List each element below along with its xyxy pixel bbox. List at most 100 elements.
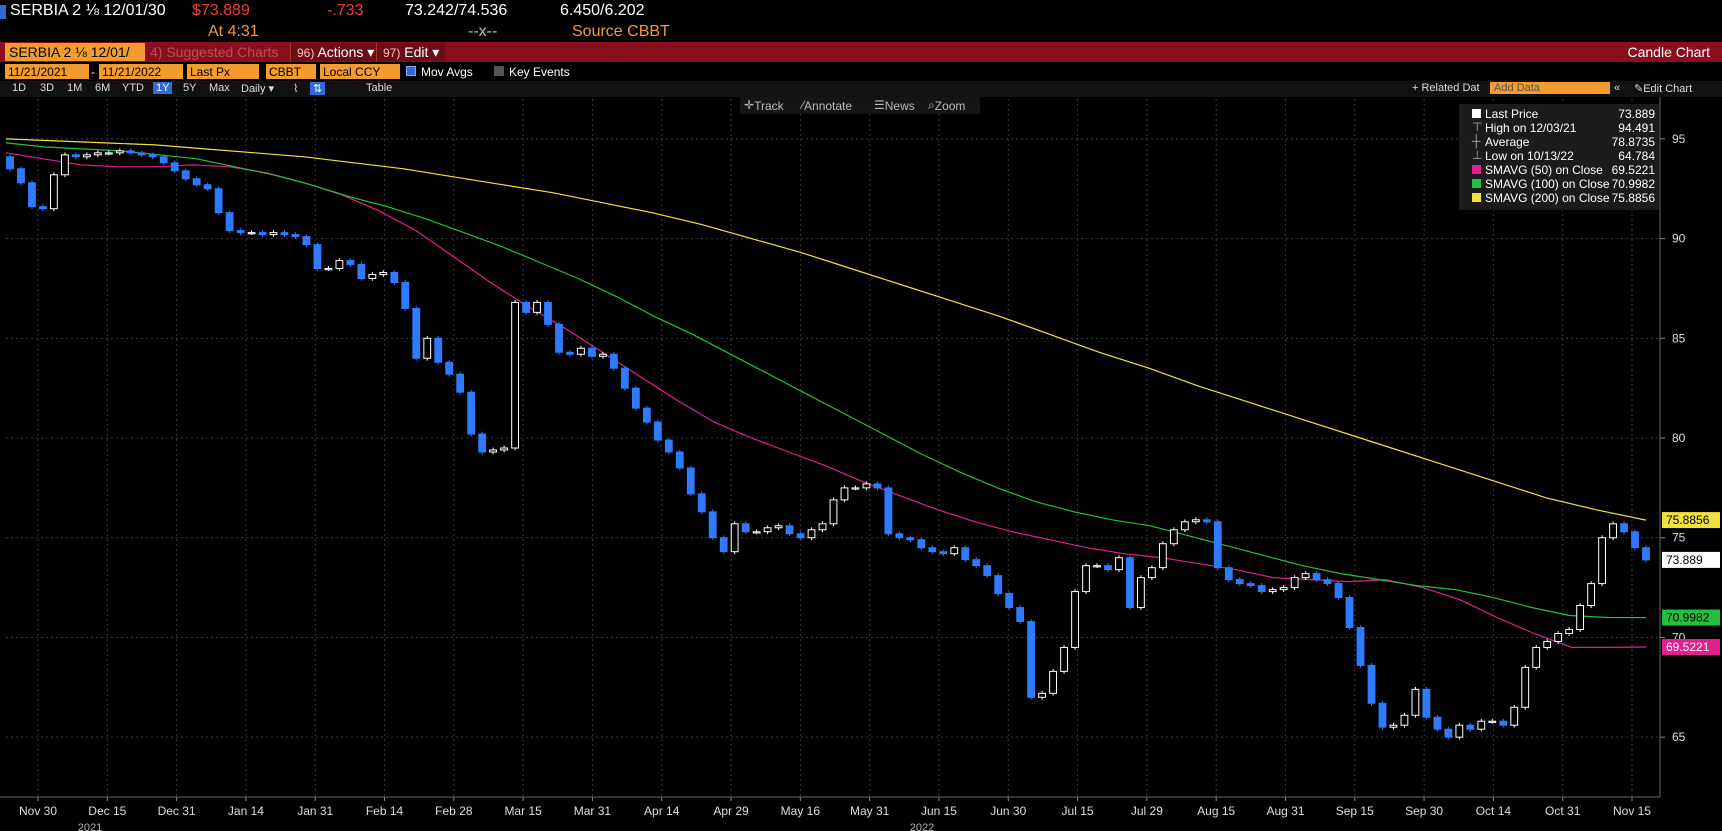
edit-menu[interactable]: 97) Edit ▾ bbox=[376, 43, 446, 61]
ticker-input[interactable]: SERBIA 2 ⅛ 12/01/ bbox=[5, 43, 145, 61]
candle bbox=[1455, 722, 1464, 740]
legend-last-price[interactable]: Last Price 73.889 bbox=[1459, 107, 1659, 121]
legend-sma200[interactable]: SMAVG (200) on Close 75.8856 bbox=[1459, 191, 1659, 205]
candle-body bbox=[1038, 692, 1047, 698]
high-marker-icon: ⊤ bbox=[1472, 120, 1483, 134]
period-ytd[interactable]: YTD bbox=[122, 82, 144, 94]
candle-body bbox=[1290, 577, 1299, 589]
annotate-label: Annotate bbox=[804, 99, 853, 113]
candle-body bbox=[818, 523, 827, 531]
candle bbox=[884, 485, 893, 537]
annotate-button[interactable]: ∕ Annotate bbox=[802, 98, 853, 113]
candle-body bbox=[1180, 521, 1189, 531]
zoom-label: Zoom bbox=[934, 99, 966, 113]
candle bbox=[741, 521, 750, 535]
candle bbox=[653, 419, 662, 443]
candle-body bbox=[1158, 543, 1167, 569]
candle-body bbox=[1246, 583, 1255, 587]
candle bbox=[401, 280, 410, 311]
candle bbox=[917, 537, 926, 551]
candle bbox=[686, 465, 695, 497]
candle-body bbox=[324, 268, 333, 271]
x-tick-label: Feb 14 bbox=[366, 804, 404, 818]
field-select[interactable]: Last Px bbox=[187, 64, 259, 79]
period-1d[interactable]: 1D bbox=[12, 82, 27, 94]
security-ticker: SERBIA 2 ⅛ 12/01/30 bbox=[10, 2, 166, 19]
period-3d[interactable]: 3D bbox=[40, 82, 55, 94]
candle bbox=[1016, 605, 1025, 624]
candle bbox=[1257, 583, 1266, 594]
mov-avgs-label[interactable]: Mov Avgs bbox=[421, 65, 473, 79]
candle-body bbox=[1060, 646, 1068, 672]
key-events-checkbox[interactable] bbox=[494, 66, 504, 76]
candle-body bbox=[511, 301, 519, 449]
period-1y[interactable]: 1Y bbox=[153, 82, 173, 94]
currency-select[interactable]: Local CCY bbox=[320, 64, 400, 79]
candle-body bbox=[1543, 640, 1552, 648]
legend-high: ⊤ High on 12/03/21 94.491 bbox=[1459, 120, 1659, 135]
candle-body bbox=[115, 150, 124, 154]
suggested-charts-button[interactable]: 4) Suggested Charts bbox=[150, 44, 279, 60]
chart-controls: 11/21/2021 - 11/21/2022 Last Px CBBT Loc… bbox=[0, 63, 1722, 81]
candle-body bbox=[1082, 565, 1090, 593]
candle bbox=[730, 521, 739, 555]
axis-tag-box bbox=[1662, 551, 1720, 568]
candle bbox=[851, 485, 860, 491]
candle-body bbox=[1049, 670, 1057, 694]
source-select[interactable]: CBBT bbox=[266, 64, 316, 79]
candle-style-icon[interactable]: ⇅ bbox=[310, 82, 326, 95]
chart-type-title: Candle Chart bbox=[1627, 44, 1711, 60]
candle bbox=[225, 210, 234, 234]
frequency-select[interactable]: Daily ▾ bbox=[241, 83, 275, 95]
legend-value: 70.9982 bbox=[1611, 177, 1655, 191]
candle bbox=[313, 242, 322, 271]
y-tick-label: 75 bbox=[1672, 531, 1686, 545]
end-date-field[interactable]: 11/21/2022 bbox=[99, 64, 183, 79]
candle bbox=[1049, 668, 1057, 696]
mov-avgs-checkbox[interactable] bbox=[406, 66, 416, 76]
candle bbox=[522, 300, 530, 315]
news-button[interactable]: ☰ News bbox=[874, 98, 915, 113]
candle-body bbox=[1455, 724, 1464, 738]
candle-body bbox=[961, 547, 970, 561]
period-max[interactable]: Max bbox=[209, 82, 230, 94]
start-date-field[interactable]: 11/21/2021 bbox=[5, 64, 89, 79]
candle bbox=[950, 545, 959, 557]
legend-sma50[interactable]: SMAVG (50) on Close 69.5221 bbox=[1459, 163, 1659, 177]
line-style-icon[interactable]: ⌇ bbox=[293, 83, 299, 95]
track-button[interactable]: ✛ Track bbox=[744, 98, 784, 113]
candle-body bbox=[60, 154, 69, 176]
candle-body bbox=[214, 188, 223, 214]
candle bbox=[642, 405, 651, 425]
zoom-button[interactable]: ⌕ Zoom bbox=[928, 98, 966, 113]
related-data-button[interactable]: + Related Dat bbox=[1412, 82, 1480, 94]
candle-body bbox=[609, 353, 618, 369]
period-6m[interactable]: 6M bbox=[95, 82, 111, 94]
candle-body bbox=[236, 230, 245, 234]
candle bbox=[1268, 587, 1277, 594]
candle-body bbox=[862, 483, 871, 489]
candle bbox=[1587, 581, 1596, 608]
candle-body bbox=[972, 559, 981, 567]
collapse-icon[interactable]: « bbox=[1614, 82, 1621, 94]
candle-body bbox=[1620, 523, 1628, 533]
add-data-input[interactable]: Add Data bbox=[1490, 82, 1610, 94]
key-events-label[interactable]: Key Events bbox=[509, 65, 570, 79]
x-tick-label: Aug 31 bbox=[1266, 804, 1304, 818]
candle-body bbox=[6, 156, 14, 170]
candle bbox=[675, 449, 684, 471]
table-button[interactable]: Table bbox=[366, 82, 393, 94]
actions-menu[interactable]: 96) Actions ▾ bbox=[290, 43, 381, 61]
candle-body bbox=[1115, 557, 1123, 571]
candle bbox=[456, 371, 465, 395]
period-5y[interactable]: 5Y bbox=[183, 82, 197, 94]
period-1m[interactable]: 1M bbox=[67, 82, 83, 94]
candle bbox=[1554, 631, 1563, 644]
candle bbox=[291, 232, 300, 239]
legend-sma100[interactable]: SMAVG (100) on Close 70.9982 bbox=[1459, 177, 1659, 191]
candle bbox=[1532, 645, 1541, 670]
edit-chart-button[interactable]: ✎ Edit Chart bbox=[1634, 83, 1693, 95]
candle bbox=[434, 335, 443, 365]
quote-size: --x-- bbox=[468, 23, 498, 40]
